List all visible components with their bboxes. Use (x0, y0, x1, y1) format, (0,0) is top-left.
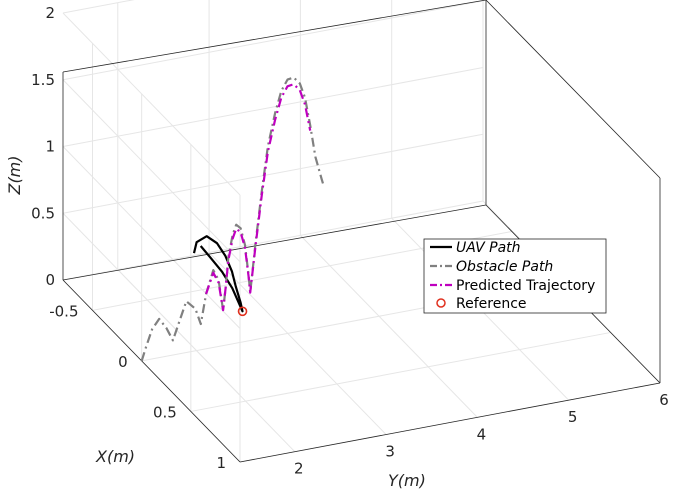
axis-edge (485, 0, 661, 179)
y-tick-label: 3 (385, 443, 395, 461)
z-tick-label: 1.5 (31, 71, 55, 89)
legend-box (423, 238, 607, 314)
legend-reference-marker (436, 298, 446, 308)
x-tick-label: 0 (118, 353, 128, 371)
y-tick-label: 2 (294, 460, 304, 478)
x-tick-label: 1 (216, 454, 226, 472)
grid-line (62, 133, 484, 214)
grid-line (62, 0, 484, 81)
grid-line (190, 331, 611, 412)
grid-line (62, 67, 484, 147)
legend-obstacle-label: Obstacle Path (456, 259, 553, 275)
reference-marker (237, 306, 248, 317)
x-tick-label: -0.5 (49, 302, 78, 320)
axis-edge (62, 0, 487, 73)
series-line-2 (205, 83, 312, 312)
y-tick-label: 5 (568, 408, 578, 426)
z-tick-label: 0.5 (31, 204, 55, 222)
grid-line (62, 79, 241, 263)
legend: UAV Path Obstacle Path Predicted Traject… (423, 238, 607, 314)
x-tick-label: 0.5 (153, 403, 177, 421)
grid-line (62, 200, 484, 281)
grid-line (208, 252, 387, 435)
y-tick-label: 6 (659, 391, 669, 409)
grid-line (62, 12, 241, 196)
series-line-0 (192, 235, 244, 313)
z-tick-label: 2 (45, 4, 55, 22)
series-layer (140, 76, 325, 362)
tick-labels: -0.5 0 0.5 1 2 3 4 5 6 0 0.5 1 1.5 2 (31, 4, 669, 478)
legend-reference-label: Reference (456, 296, 527, 312)
legend-uav-label: UAV Path (456, 240, 521, 256)
axis-edge (62, 204, 487, 281)
grid-line (62, 212, 241, 396)
y-tick-label: 4 (477, 425, 487, 443)
z-tick-label: 0 (45, 271, 55, 289)
z-axis-label: Z(m) (5, 155, 24, 195)
axis-edge (239, 382, 661, 463)
axes-box (62, 0, 661, 463)
grid-line (300, 234, 478, 418)
grid (62, 0, 661, 463)
z-tick-label: 1 (45, 138, 55, 156)
y-axis-label: Y(m) (388, 471, 426, 490)
x-axis-label: X(m) (95, 447, 135, 466)
grid-line (62, 146, 241, 329)
series-line-1 (140, 76, 325, 362)
axis-edge (62, 279, 241, 463)
legend-predicted-label: Predicted Trajectory (456, 278, 595, 294)
